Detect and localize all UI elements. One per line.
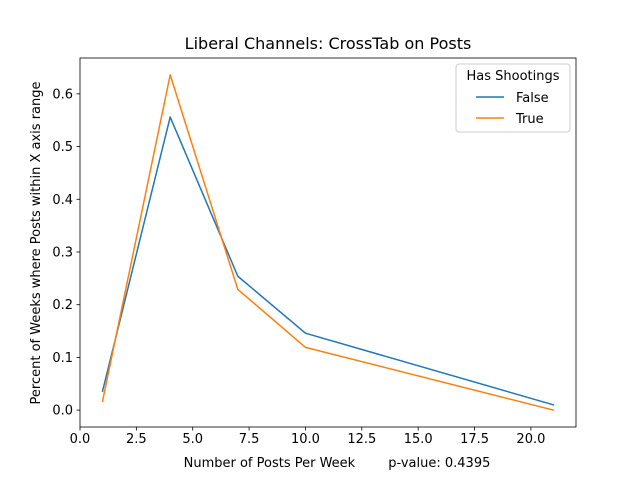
x-tick-label: 12.5 [347,432,376,447]
series-line-true [101,74,555,412]
x-tick-label: 5.0 [182,432,203,447]
legend-title: Has Shootings [466,69,559,84]
plot-frame [79,57,577,428]
y-axis-label: Percent of Weeks where Posts within X ax… [29,82,44,405]
axes-layer: 0.0 2.5 5.0 7.5 10.0 12.5 15.0 17.5 20.0 0.0 0.1 0.… [52,57,577,447]
x-tick-label: 0.0 [70,432,91,447]
y-tick-label: 0.2 [52,298,73,313]
series-line-false [101,116,555,406]
legend-label-false: False [516,91,549,106]
x-axis-label: Number of Posts Per Week p-value: 0.4395 [184,456,491,471]
y-tick-label: 0.6 [52,87,73,102]
legend-label-true: True [515,112,544,127]
chart-title: Liberal Channels: CrossTab on Posts [185,34,472,53]
legend-box [455,63,571,133]
x-tick-label: 15.0 [404,432,433,447]
y-tick-label: 0.0 [52,404,73,419]
x-tick-label: 7.5 [239,432,260,447]
y-tick-label: 0.4 [52,193,73,208]
x-tick-label: 10.0 [291,432,320,447]
lines-layer [101,74,555,412]
x-tick-label: 20.0 [516,432,545,447]
x-tick-label: 2.5 [126,432,147,447]
legend: Has Shootings False True [455,63,571,133]
y-tick-label: 0.3 [52,245,73,260]
y-tick-label: 0.1 [52,351,73,366]
y-tick-label: 0.5 [52,140,73,155]
x-tick-label: 17.5 [460,432,489,447]
